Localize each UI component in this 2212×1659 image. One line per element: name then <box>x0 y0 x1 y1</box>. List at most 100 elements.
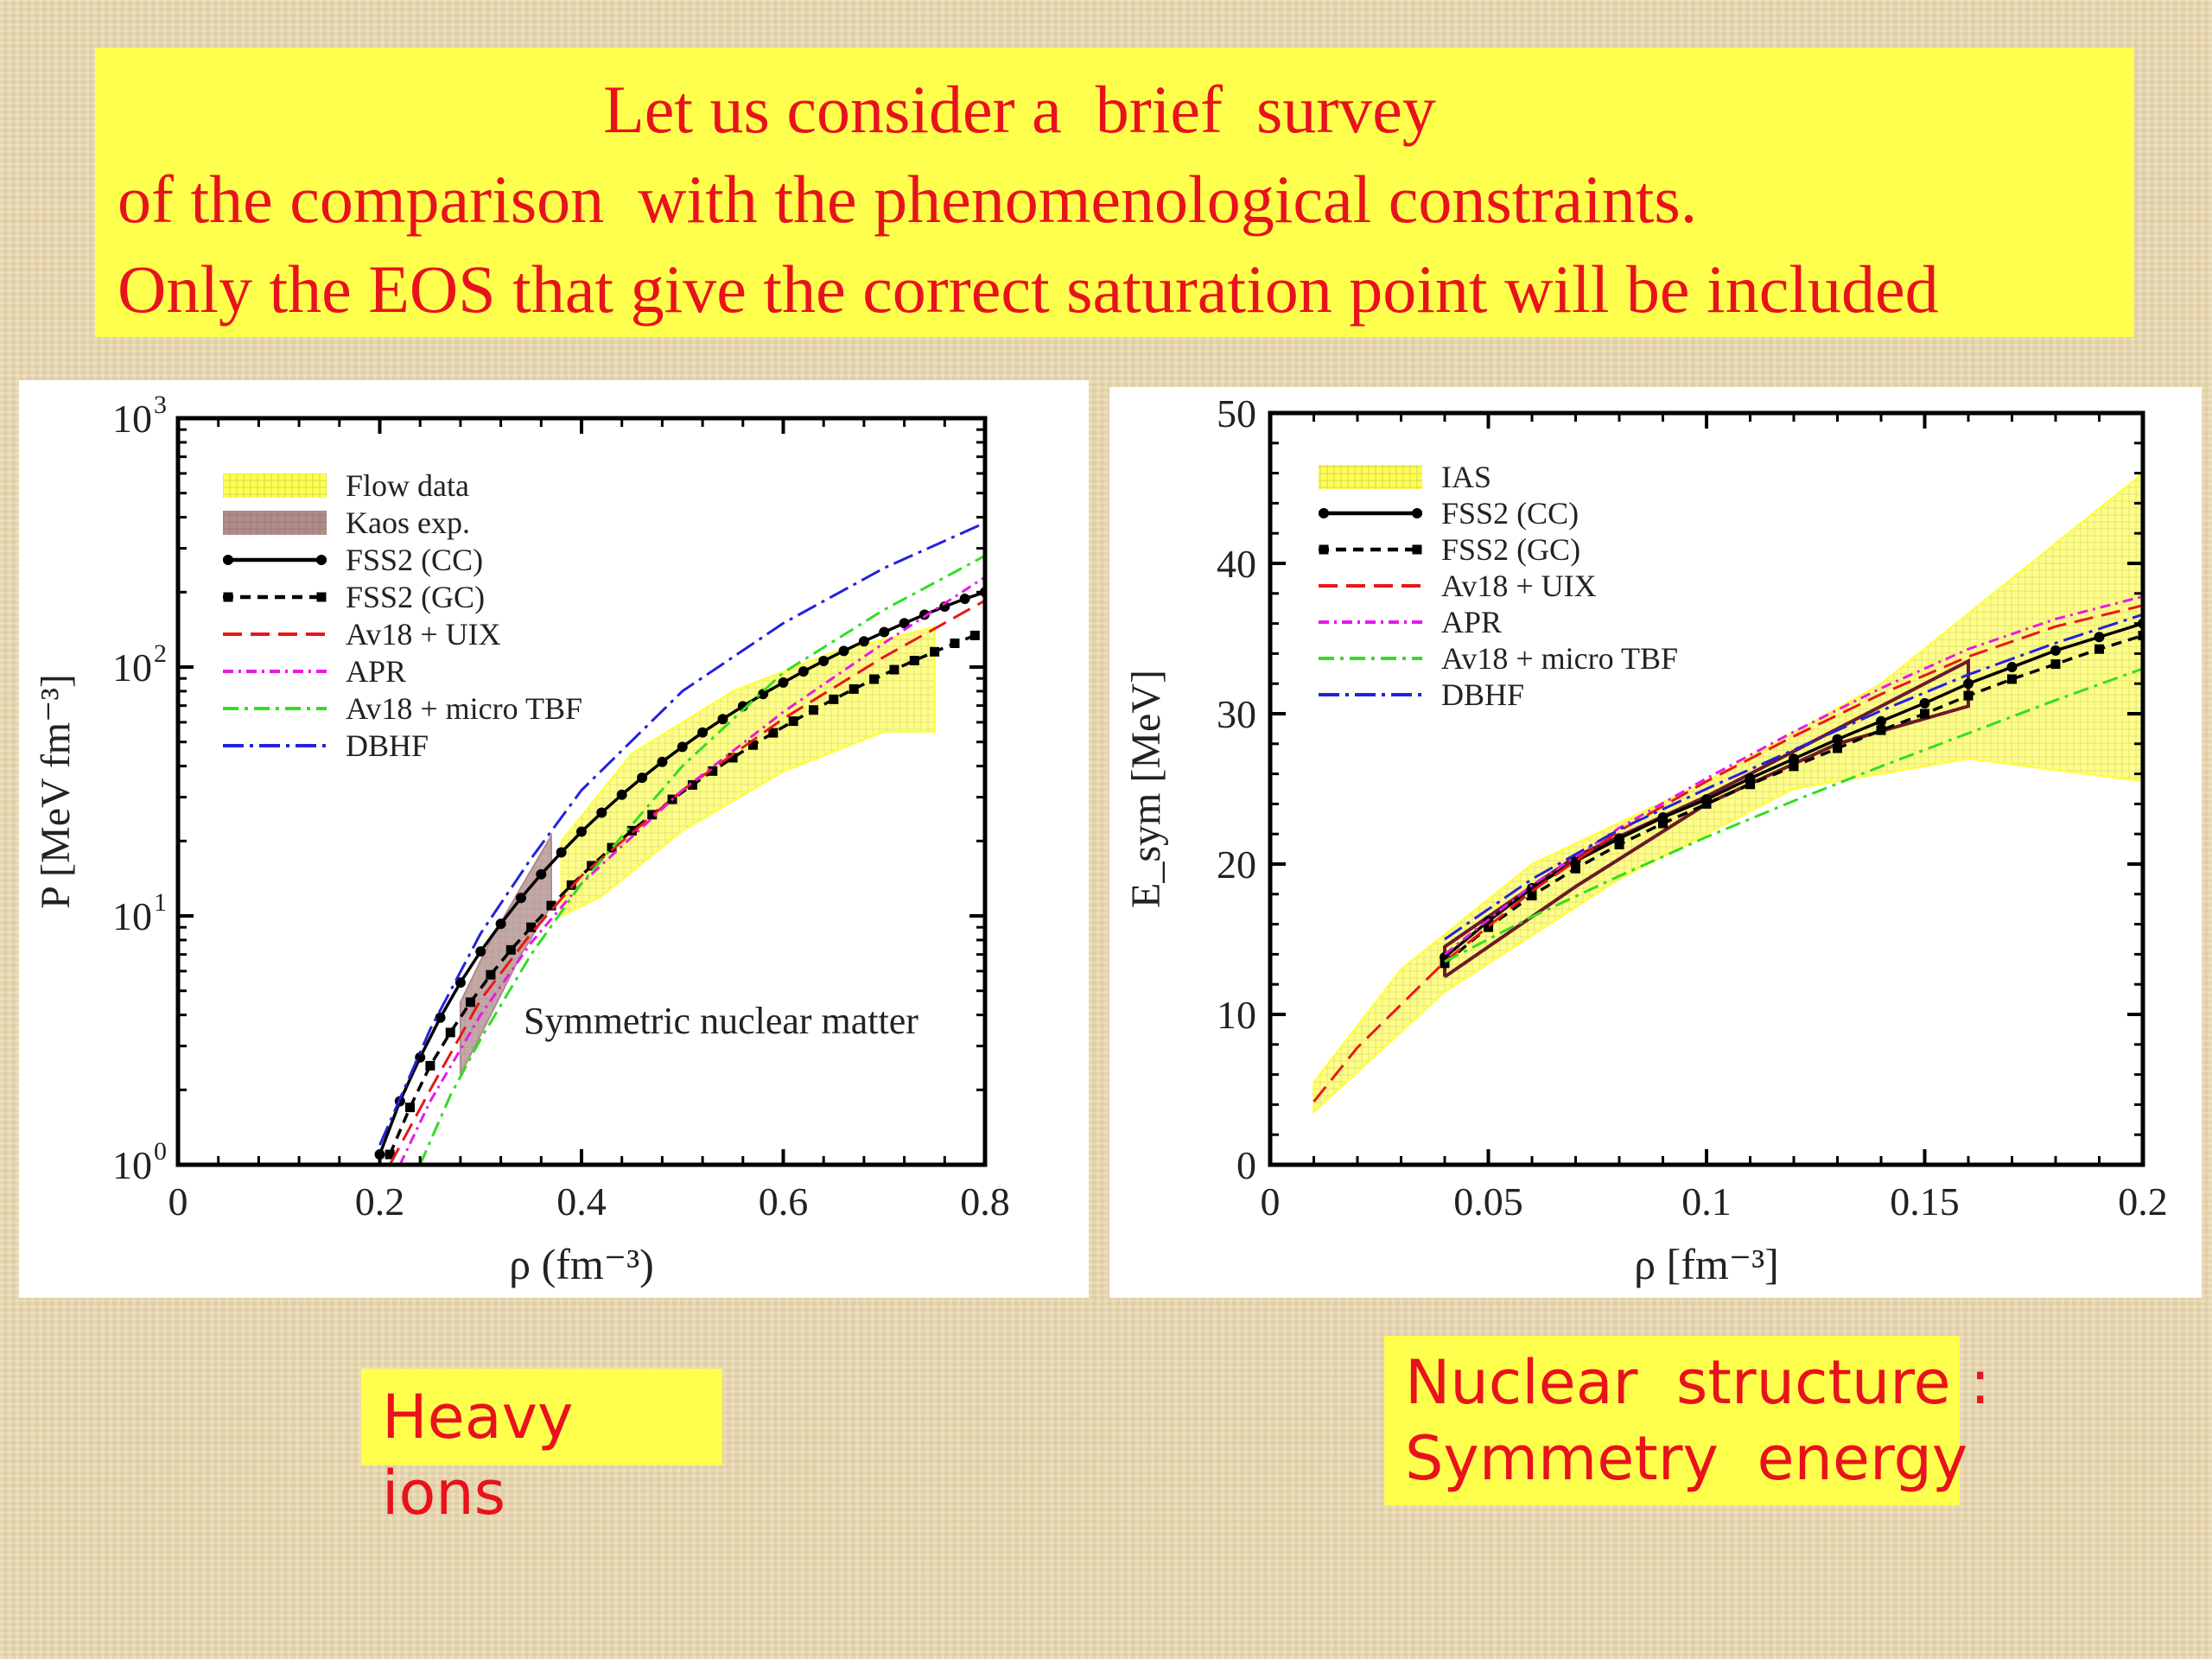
left-point <box>435 1012 446 1023</box>
right-point <box>1701 798 1712 809</box>
right-ytick-label: 30 <box>1217 692 1256 736</box>
left-legend-item: Av18 + micro TBF <box>223 691 582 726</box>
pressure-chart-panel: 0 0.2 0.4 0.6 0.8 10 0 10 1 10 2 10 3 ρ (fm⁻³) P [MeV … <box>19 380 1089 1298</box>
left-legend-marker <box>316 592 327 602</box>
right-legend-item: FSS2 (GC) <box>1319 532 1580 567</box>
right-legend-swatch <box>1319 465 1422 489</box>
right-legend-label: APR <box>1441 605 1502 639</box>
caption-symmetry-energy: Nuclear structure : Symmetry energy <box>1384 1336 1990 1505</box>
left-point <box>607 842 617 853</box>
right-point <box>1833 743 1842 753</box>
left-point <box>616 789 627 800</box>
left-point <box>405 1103 416 1113</box>
right-point <box>1963 690 1974 701</box>
left-xtick-label: 0.6 <box>759 1179 809 1224</box>
left-line-av18-uix <box>388 599 985 1165</box>
caption-symmetry-line-2: Symmetry energy <box>1405 1423 1968 1494</box>
left-ytick-label: 10 <box>112 397 152 441</box>
left-legend-label: APR <box>346 654 406 689</box>
right-ytick-label: 10 <box>1217 993 1256 1037</box>
right-ytick-label: 20 <box>1217 842 1256 887</box>
left-ytick-label: 10 <box>112 645 152 690</box>
symmetry-energy-chart-panel: 0 0.05 0.1 0.15 0.2 0 10 20 30 40 50 ρ [fm⁻³] E_sym … <box>1109 387 2202 1298</box>
left-point <box>626 825 637 836</box>
left-point <box>788 716 798 727</box>
left-point <box>758 689 769 700</box>
right-point <box>1745 779 1755 790</box>
right-xtick-label: 0 <box>1261 1179 1281 1224</box>
left-point <box>858 636 869 647</box>
left-point <box>778 677 789 688</box>
left-point <box>969 630 980 640</box>
left-point <box>930 646 940 657</box>
left-legend-item: DBHF <box>223 728 429 763</box>
left-point <box>950 638 960 648</box>
left-legend-item: Flow data <box>223 468 469 503</box>
right-series-av18-micro-tbf <box>1444 667 2143 963</box>
left-line-av18-micro-tbf <box>418 554 985 1165</box>
right-legend-label: Av18 + micro TBF <box>1441 641 1678 676</box>
left-point <box>747 740 758 750</box>
left-plot-area <box>374 521 985 1165</box>
left-legend-marker <box>223 592 233 602</box>
left-xtick-label: 0 <box>168 1179 188 1224</box>
right-series-apr <box>1444 594 2143 956</box>
left-point <box>475 946 486 957</box>
left-point <box>505 944 516 955</box>
right-legend-item: DBHF <box>1319 677 1524 712</box>
right-point <box>1920 709 1929 719</box>
left-point <box>909 655 919 665</box>
right-point <box>1832 734 1843 745</box>
left-band-flow-data <box>560 626 936 918</box>
right-legend-marker <box>1412 544 1422 555</box>
left-point <box>959 594 970 605</box>
left-annotation: Symmetric nuclear matter <box>524 1000 918 1042</box>
left-point <box>849 683 859 694</box>
left-point <box>536 868 547 880</box>
right-point <box>1571 863 1580 874</box>
left-point <box>526 922 537 932</box>
left-point <box>809 705 819 715</box>
left-ytick-exponent: 2 <box>154 639 167 668</box>
right-legend-label: DBHF <box>1441 677 1524 712</box>
right-xtick-label: 0.05 <box>1453 1179 1523 1224</box>
right-point <box>2138 631 2143 641</box>
left-ytick-label: 10 <box>112 1143 152 1187</box>
left-point <box>566 880 576 890</box>
right-line-apr <box>1444 594 2143 956</box>
right-ytick-label: 40 <box>1217 542 1256 586</box>
right-point <box>1484 922 1493 932</box>
left-point <box>717 714 728 725</box>
left-legend-label: DBHF <box>346 728 429 763</box>
left-legend-item: FSS2 (GC) <box>223 580 485 614</box>
left-point <box>486 969 496 980</box>
left-series-av18-uix <box>388 599 985 1165</box>
right-legend-label: IAS <box>1441 460 1491 494</box>
right-xtick-label: 0.1 <box>1681 1179 1732 1224</box>
right-legend-marker <box>1412 508 1422 518</box>
title-line-1: Let us consider a brief survey <box>603 72 1436 147</box>
left-point <box>798 666 809 677</box>
left-xtick-label: 0.4 <box>556 1179 607 1224</box>
right-legend-marker <box>1319 508 1329 518</box>
right-point <box>2094 632 2105 643</box>
right-series-fss2-gc <box>1440 631 2143 969</box>
left-legend-swatch <box>223 511 327 535</box>
left-legend-label: Av18 + micro TBF <box>346 691 582 726</box>
left-ytick-exponent: 1 <box>154 888 167 917</box>
right-plot-area <box>1313 472 2143 1115</box>
left-point <box>466 997 476 1007</box>
left-legend-item: APR <box>223 654 406 689</box>
right-point <box>1876 715 1886 727</box>
right-point <box>2007 674 2017 684</box>
left-legend-item: FSS2 (CC) <box>223 543 483 577</box>
left-series-dbhf <box>378 521 985 1146</box>
left-point <box>495 918 506 930</box>
left-legend-item: Kaos exp. <box>223 505 470 540</box>
title-line-2: of the comparison with the phenomenologi… <box>118 162 1698 237</box>
right-point <box>1658 818 1668 829</box>
right-line-av18-micro-tbf <box>1444 667 2143 963</box>
left-point <box>829 694 839 704</box>
left-legend-marker <box>316 555 327 565</box>
right-point <box>2006 662 2018 673</box>
